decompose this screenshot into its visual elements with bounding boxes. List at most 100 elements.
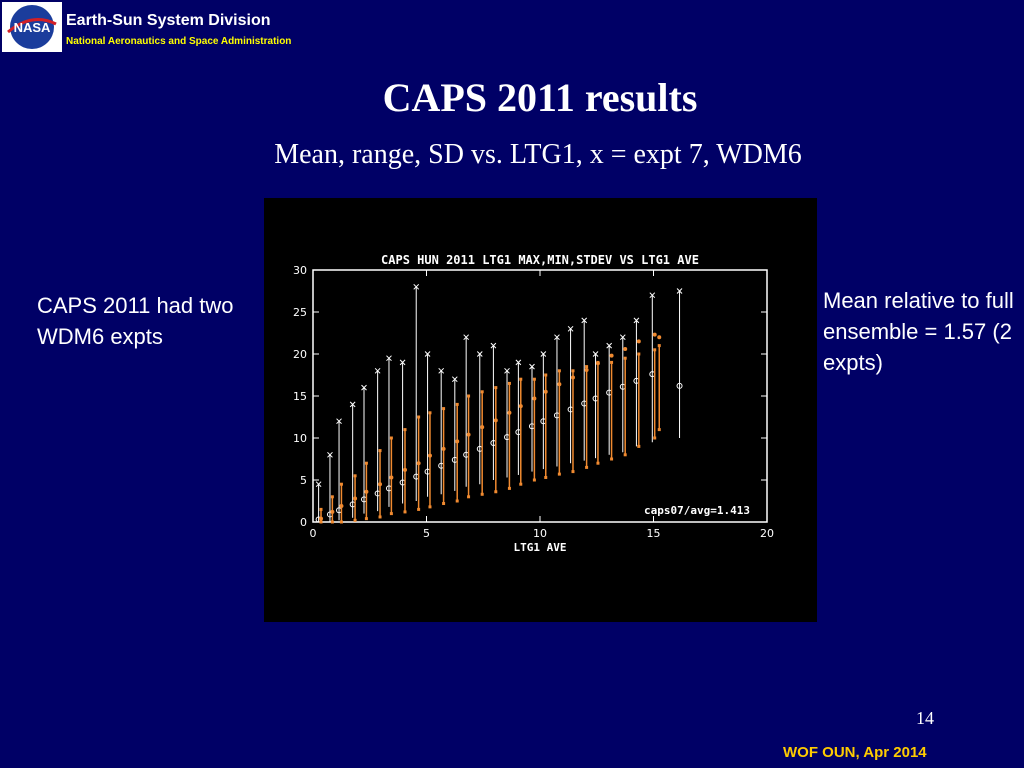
expt-mean-point bbox=[584, 367, 589, 372]
ensemble-max-marker bbox=[327, 451, 333, 458]
expt-max-marker bbox=[389, 436, 393, 440]
expt-min-marker bbox=[532, 478, 536, 482]
footer-credit: WOF OUN, Apr 2014 bbox=[783, 744, 927, 761]
expt-min-marker bbox=[480, 492, 484, 496]
expt-min-marker bbox=[428, 505, 432, 509]
x-tick-label: 0 bbox=[310, 527, 317, 540]
ensemble-max-marker bbox=[463, 334, 470, 341]
ensemble-max-marker bbox=[619, 334, 626, 341]
expt-max-marker bbox=[480, 390, 484, 394]
nasa-logo-icon: NASA bbox=[7, 5, 57, 49]
expt-min-marker bbox=[637, 444, 641, 448]
expt-mean-point bbox=[403, 467, 407, 472]
ensemble-max-marker bbox=[399, 359, 406, 366]
expt-mean-point bbox=[364, 489, 369, 494]
ensemble-max-marker bbox=[424, 351, 431, 357]
ensemble-max-marker bbox=[633, 317, 640, 324]
expt-mean-point bbox=[319, 516, 324, 521]
ensemble-max-marker bbox=[451, 376, 458, 383]
expt-min-marker bbox=[319, 520, 323, 524]
expt-mean-point bbox=[557, 382, 562, 387]
nasa-logo: NASA bbox=[2, 2, 62, 52]
right-note: Mean relative to full ensemble = 1.57 (2… bbox=[823, 288, 1014, 375]
ensemble-max-marker bbox=[413, 283, 420, 290]
expt-min-marker bbox=[507, 486, 511, 490]
expt-min-marker bbox=[653, 436, 657, 440]
slide-title: CAPS 2011 results bbox=[382, 75, 698, 120]
expt-max-marker bbox=[623, 356, 627, 360]
expt-mean-point bbox=[389, 475, 394, 480]
ensemble-max-marker bbox=[606, 342, 613, 349]
ensemble-max-marker bbox=[374, 367, 381, 374]
expt-mean-point bbox=[339, 504, 344, 509]
ensemble-max-marker bbox=[438, 367, 445, 374]
y-tick-label: 10 bbox=[293, 432, 307, 445]
ensemble-max-marker bbox=[554, 334, 560, 341]
logo-text: NASA bbox=[14, 20, 51, 35]
y-tick-label: 25 bbox=[293, 306, 307, 319]
x-axis-label: LTG1 AVE bbox=[514, 541, 567, 554]
x-tick-label: 10 bbox=[533, 527, 547, 540]
expt-mean-point bbox=[657, 335, 662, 340]
ensemble-max-marker bbox=[592, 351, 599, 357]
expt-max-marker bbox=[353, 474, 357, 478]
ensemble-max-marker bbox=[567, 325, 574, 332]
expt-min-marker bbox=[519, 482, 523, 486]
expt-max-marker bbox=[637, 352, 641, 356]
y-tick-label: 5 bbox=[300, 474, 307, 487]
expt-min-marker bbox=[389, 512, 393, 516]
header-bar: NASA Earth-Sun System Division National … bbox=[0, 0, 330, 54]
expt-max-marker bbox=[507, 381, 511, 385]
expt-max-marker bbox=[532, 377, 536, 381]
ensemble-max-marker bbox=[315, 481, 322, 488]
expt-min-marker bbox=[378, 515, 382, 519]
ensemble-max-marker bbox=[504, 367, 510, 374]
expt-mean-point bbox=[353, 496, 358, 501]
y-axis-ticks: 0 5 10 15 20 25 30 bbox=[293, 264, 767, 529]
ensemble-max-marker bbox=[529, 363, 535, 370]
expt-min-marker bbox=[494, 490, 498, 494]
division-title: Earth-Sun System Division bbox=[66, 12, 271, 29]
page-number: 14 bbox=[916, 708, 934, 728]
x-axis-ticks: 0 5 10 15 20 bbox=[310, 270, 774, 540]
expt-min-marker bbox=[571, 470, 575, 474]
expt-max-marker bbox=[657, 344, 661, 348]
expt-mean-point bbox=[518, 404, 523, 409]
expt-min-marker bbox=[403, 510, 407, 514]
ensemble-max-marker bbox=[676, 288, 683, 294]
expt-mean-point bbox=[636, 339, 641, 344]
ensemble-max-marker bbox=[349, 401, 356, 408]
y-tick-label: 15 bbox=[293, 390, 307, 403]
expt-mean-point bbox=[570, 375, 575, 380]
expt-mean-point bbox=[493, 418, 498, 423]
expt-mean-point bbox=[441, 446, 446, 451]
expt-min-marker bbox=[657, 428, 661, 432]
expt-max-marker bbox=[557, 369, 561, 373]
y-tick-label: 20 bbox=[293, 348, 307, 361]
expt-mean-point bbox=[507, 410, 512, 415]
expt-max-marker bbox=[330, 495, 334, 499]
expt-mean-point bbox=[427, 453, 432, 458]
expt-min-marker bbox=[442, 502, 446, 506]
chart-title: CAPS HUN 2011 LTG1 MAX,MIN,STDEV VS LTG1… bbox=[381, 253, 699, 267]
expt-min-marker bbox=[339, 520, 343, 524]
chart-panel: CAPS HUN 2011 LTG1 MAX,MIN,STDEV VS LTG1… bbox=[264, 198, 817, 622]
expt-max-marker bbox=[428, 411, 432, 415]
ensemble-max-marker bbox=[386, 355, 392, 362]
expt-max-marker bbox=[544, 373, 548, 377]
expt-mean-point bbox=[623, 346, 628, 351]
expt-mean-point bbox=[595, 361, 600, 366]
expt-max-marker bbox=[571, 369, 575, 373]
expt-min-marker bbox=[610, 457, 614, 461]
ensemble-max-marker bbox=[476, 351, 483, 357]
expt-mean-point bbox=[480, 425, 485, 430]
ensemble-max-marker bbox=[361, 384, 367, 391]
x-tick-label: 20 bbox=[760, 527, 774, 540]
expt-max-marker bbox=[467, 394, 471, 398]
ensemble-max-marker bbox=[336, 418, 342, 425]
ratio-annotation: caps07/avg=1.413 bbox=[644, 504, 750, 517]
expt-max-marker bbox=[319, 507, 323, 511]
y-tick-label: 0 bbox=[300, 516, 307, 529]
expt-max-marker bbox=[610, 360, 614, 364]
ensemble-max-marker bbox=[581, 317, 588, 324]
